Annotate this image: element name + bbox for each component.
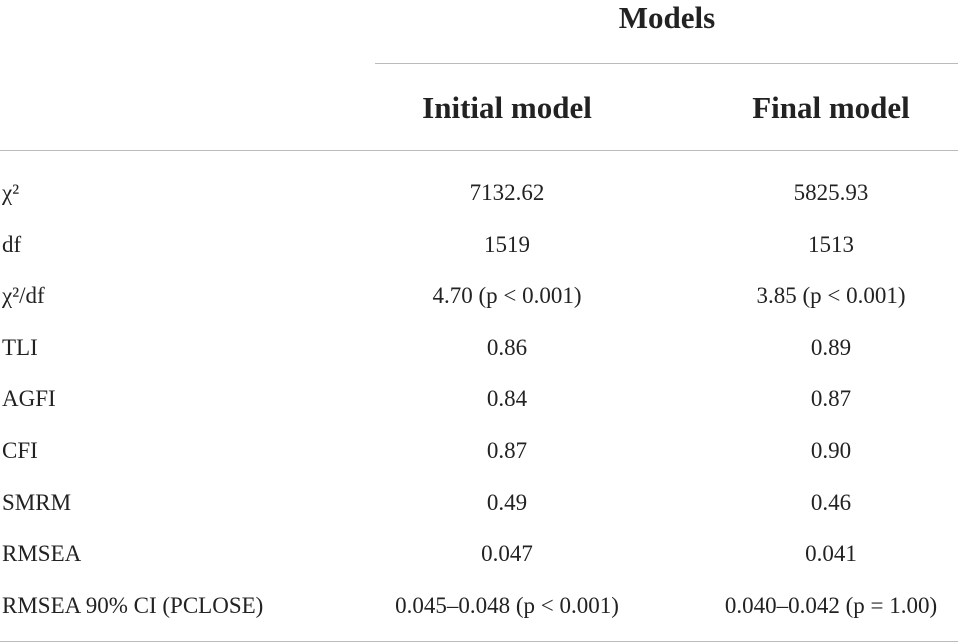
cell: 0.90 xyxy=(810,438,852,463)
cell: 0.49 xyxy=(486,489,528,515)
cell: 1513 xyxy=(808,231,854,257)
cell: 0.46 xyxy=(810,489,852,515)
cell: 4.70 (p < 0.001) xyxy=(432,283,582,309)
row-label: df xyxy=(2,231,22,257)
row-label: CFI xyxy=(2,438,38,463)
row-label: RMSEA xyxy=(2,541,82,567)
cell: 0.86 xyxy=(486,334,528,360)
row-label: TLI xyxy=(2,334,38,360)
cell: 0.84 xyxy=(486,386,528,412)
cell: 7132.62 xyxy=(469,180,545,205)
row-label: χ² xyxy=(2,180,20,205)
cell: 0.040–0.042 (p = 1.00) xyxy=(724,592,938,618)
rule xyxy=(375,63,958,64)
cell: 3.85 (p < 0.001) xyxy=(756,283,906,309)
cell: 5825.93 xyxy=(793,180,869,205)
cell: 0.87 xyxy=(810,386,852,412)
cell: 0.045–0.048 (p < 0.001) xyxy=(395,592,619,618)
rule xyxy=(0,150,958,151)
cell: 0.87 xyxy=(486,438,528,463)
cell: 0.041 xyxy=(805,541,857,567)
column-header: Initial model xyxy=(422,90,592,125)
column-header: Final model xyxy=(752,90,910,125)
header-title: Models xyxy=(618,0,716,35)
row-label: χ²/df xyxy=(2,283,45,309)
row-label: AGFI xyxy=(2,386,56,412)
cell: 1519 xyxy=(484,231,530,257)
cell: 0.89 xyxy=(810,334,852,360)
row-label: SMRM xyxy=(2,489,72,515)
rule xyxy=(0,641,958,642)
row-label: RMSEA 90% CI (PCLOSE) xyxy=(2,592,264,618)
cell: 0.047 xyxy=(481,541,533,567)
